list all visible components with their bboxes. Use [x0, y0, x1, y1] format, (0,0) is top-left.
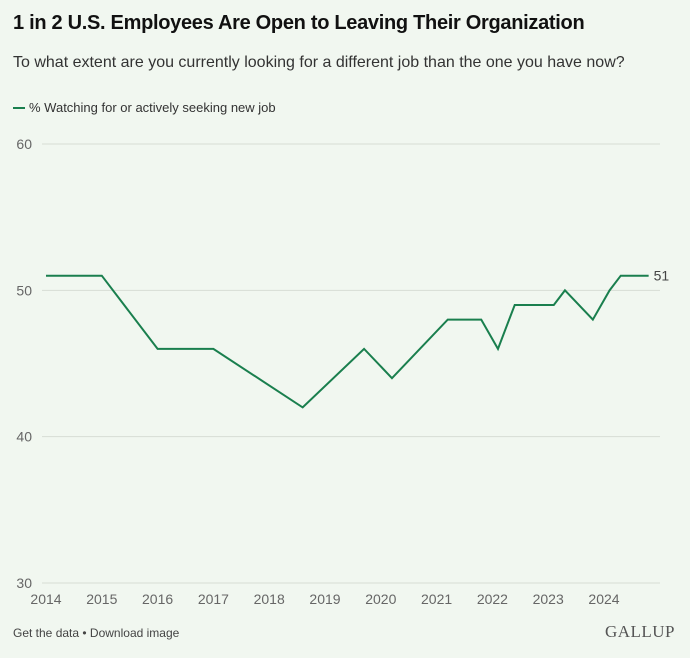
legend: % Watching for or actively seeking new j…: [13, 100, 276, 115]
y-tick-label: 30: [16, 575, 32, 591]
series-line: [46, 274, 649, 409]
x-tick-label: 2016: [142, 591, 173, 607]
end-value-label: 51: [654, 268, 670, 284]
get-data-link[interactable]: Get the data: [13, 626, 80, 640]
legend-swatch: [13, 106, 25, 109]
x-tick-label: 2020: [365, 591, 396, 607]
x-tick-label: 2024: [588, 591, 619, 607]
x-tick-label: 2014: [30, 591, 61, 607]
x-tick-label: 2023: [533, 591, 564, 607]
download-image-link[interactable]: Download image: [89, 626, 180, 640]
footer-separator: •: [79, 626, 90, 640]
footer-links: Get the data • Download image: [13, 626, 179, 640]
x-tick-label: 2022: [477, 591, 508, 607]
chart-title: 1 in 2 U.S. Employees Are Open to Leavin…: [13, 12, 585, 34]
y-tick-label: 40: [16, 429, 32, 445]
legend-label: % Watching for or actively seeking new j…: [29, 100, 276, 115]
gallup-logo: GALLUP: [604, 622, 675, 641]
x-tick-label: 2019: [309, 591, 340, 607]
x-tick-label: 2017: [198, 591, 229, 607]
y-tick-label: 50: [16, 282, 32, 298]
y-tick-label: 60: [16, 136, 32, 152]
x-tick-label: 2021: [421, 591, 452, 607]
x-tick-label: 2015: [86, 591, 117, 607]
x-tick-label: 2018: [254, 591, 285, 607]
chart-subtitle: To what extent are you currently looking…: [13, 54, 625, 71]
